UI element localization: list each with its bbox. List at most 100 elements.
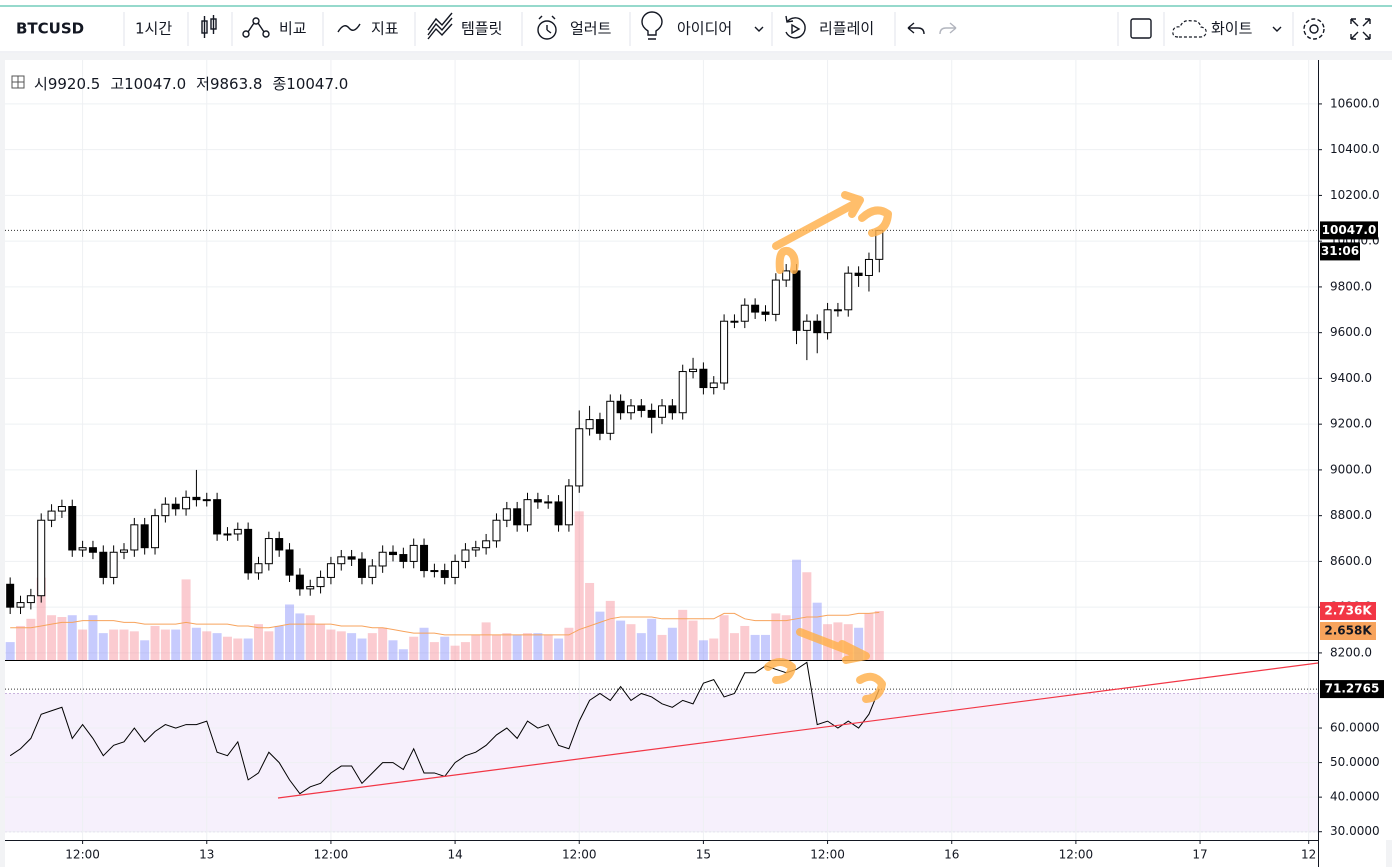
compare-icon[interactable] xyxy=(242,17,270,38)
candle-body xyxy=(326,563,335,578)
x-tick-label: 12:00 xyxy=(314,848,349,862)
x-tick-label: 12:00 xyxy=(562,848,597,862)
last-price-label: 10047.0 xyxy=(1322,223,1377,237)
templates[interactable]: 템플릿 xyxy=(461,20,502,38)
candle-body xyxy=(678,371,687,414)
candle-body xyxy=(492,519,501,542)
volume-bar xyxy=(657,634,667,660)
ideas-chevron[interactable] xyxy=(754,26,764,32)
candle-body xyxy=(409,544,418,562)
separators xyxy=(123,12,1294,46)
settings-icon[interactable] xyxy=(1303,18,1325,40)
candle-body xyxy=(585,419,594,430)
candle-body xyxy=(285,549,294,576)
candle-body xyxy=(668,405,677,414)
replay[interactable]: 리플레이 xyxy=(819,20,874,38)
volume-bar xyxy=(616,620,626,660)
volume-bar xyxy=(202,631,212,660)
volume-bar xyxy=(471,634,481,660)
x-tick-label: 17 xyxy=(1192,848,1207,862)
rsi-tick-label: 30.0000 xyxy=(1330,824,1380,838)
layout-icon[interactable] xyxy=(1130,18,1152,39)
legend-toggle-cross xyxy=(12,76,24,88)
volume-bar xyxy=(771,613,781,660)
y-tick-label: 8800.0 xyxy=(1330,508,1372,522)
candle-icon[interactable] xyxy=(201,15,217,38)
volume-bar xyxy=(491,634,501,660)
annotation-arrow xyxy=(772,191,864,250)
close-value: 10047.0 xyxy=(286,75,348,93)
x-tick-label: 14 xyxy=(447,848,462,862)
countdown: 31:06 xyxy=(1321,244,1359,258)
redo[interactable] xyxy=(939,22,957,35)
candle-body xyxy=(37,519,46,597)
undo[interactable] xyxy=(907,22,925,35)
ideas[interactable]: 아이디어 xyxy=(677,20,732,38)
volume-bar xyxy=(595,611,605,660)
volume-bar xyxy=(57,617,67,660)
trend-line xyxy=(277,662,1319,799)
volume-bar xyxy=(864,613,874,660)
annotation-mark xyxy=(856,672,886,703)
indicator-icon[interactable] xyxy=(337,23,361,33)
volume-bar xyxy=(336,631,346,660)
candle-body xyxy=(378,551,387,567)
volume-bar xyxy=(760,634,770,660)
candle-body xyxy=(244,528,253,574)
volume-bar xyxy=(481,622,491,660)
cloud-icon[interactable] xyxy=(1172,20,1207,38)
volume-ma-label-box xyxy=(1320,621,1376,640)
volume-label: 2.736K xyxy=(1324,603,1372,617)
candle-body xyxy=(119,549,128,553)
candle-body xyxy=(151,515,160,549)
volume-bar xyxy=(843,624,853,660)
candle-body xyxy=(699,368,708,389)
idea-icon[interactable] xyxy=(641,11,663,40)
symbol[interactable]: BTCUSD xyxy=(16,20,84,38)
candle-body xyxy=(802,320,811,331)
last-price-label-box xyxy=(1320,221,1378,240)
candle-body xyxy=(740,304,749,322)
volume-bar xyxy=(5,642,15,660)
candle-body xyxy=(823,309,832,334)
compare[interactable]: 비교 xyxy=(279,20,307,38)
volume-bar xyxy=(109,629,119,660)
replay-icon[interactable] xyxy=(785,15,806,39)
candle-body xyxy=(616,400,625,414)
volume-bar xyxy=(305,615,315,660)
volume-bar xyxy=(16,625,26,660)
candle-body xyxy=(202,499,211,502)
volume-bar xyxy=(129,631,139,660)
volume-ma-label: 2.658K xyxy=(1324,623,1372,637)
y-tick-label: 9000.0 xyxy=(1330,462,1372,476)
open-label: 시 xyxy=(34,75,48,93)
candle-body xyxy=(575,428,584,487)
fullscreen-icon[interactable] xyxy=(1350,18,1371,40)
volume-bar xyxy=(243,638,253,660)
alert[interactable]: 얼러트 xyxy=(570,20,612,38)
theme[interactable]: 화이트 xyxy=(1211,20,1253,38)
volume-bar xyxy=(512,634,522,660)
candle-body xyxy=(389,551,398,556)
theme-chevron[interactable] xyxy=(1272,26,1282,32)
candle-body xyxy=(482,540,491,549)
candle-body xyxy=(182,496,191,510)
volume-bar xyxy=(678,609,688,660)
indicators[interactable]: 지표 xyxy=(371,20,399,38)
y-tick-label: 8600.0 xyxy=(1330,554,1372,568)
candle-body xyxy=(544,501,553,504)
countdown-box xyxy=(1320,242,1360,261)
alert-icon[interactable] xyxy=(537,15,557,40)
template-icon[interactable] xyxy=(427,12,453,40)
annotation-arrow xyxy=(796,628,870,664)
candle-body xyxy=(192,496,201,501)
candle-body xyxy=(57,506,66,512)
volume-bar xyxy=(378,627,388,660)
candle-body xyxy=(109,551,118,578)
volume-bar xyxy=(212,633,222,660)
candle-body xyxy=(533,499,542,503)
interval[interactable]: 1시간 xyxy=(135,20,172,38)
volume-bar xyxy=(222,636,232,660)
volume-bar xyxy=(647,618,657,660)
volume-bar xyxy=(429,642,439,660)
